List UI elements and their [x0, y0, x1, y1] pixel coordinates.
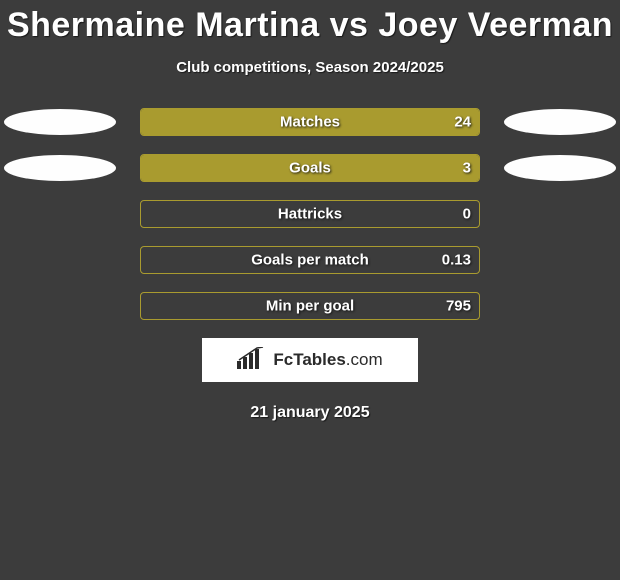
stat-right-value: 0 — [463, 206, 471, 223]
stat-bar: Min per goal 795 — [140, 292, 480, 320]
stat-right-value: 795 — [446, 298, 471, 315]
brand-suffix: .com — [346, 350, 383, 369]
stat-label: Goals per match — [251, 252, 369, 269]
stat-label: Matches — [280, 114, 340, 131]
brand-prefix: Fc — [273, 350, 293, 369]
comparison-subtitle: Club competitions, Season 2024/2025 — [0, 59, 620, 76]
stat-right-value: 3 — [463, 160, 471, 177]
comparison-title: Shermaine Martina vs Joey Veerman — [0, 0, 620, 45]
stat-bar: Hattricks 0 — [140, 200, 480, 228]
right-ellipse — [504, 155, 616, 181]
stat-bar: Matches 24 — [140, 108, 480, 136]
chart-icon — [237, 347, 265, 374]
stat-row: Goals 3 — [0, 154, 620, 182]
stat-label: Goals — [289, 160, 331, 177]
stat-label: Min per goal — [266, 298, 354, 315]
left-ellipse — [4, 109, 116, 135]
stat-rows: Matches 24 Goals 3 Hattricks 0 Goals per match… — [0, 108, 620, 320]
brand-badge: FcTables.com — [202, 338, 418, 382]
brand-text: FcTables.com — [273, 350, 382, 370]
stat-row: Hattricks 0 — [0, 200, 620, 228]
footer-date: 21 january 2025 — [0, 404, 620, 422]
right-ellipse — [504, 109, 616, 135]
left-ellipse — [4, 155, 116, 181]
stat-row: Goals per match 0.13 — [0, 246, 620, 274]
stat-row: Matches 24 — [0, 108, 620, 136]
stat-bar: Goals per match 0.13 — [140, 246, 480, 274]
stat-bar: Goals 3 — [140, 154, 480, 182]
brand-main: Tables — [293, 350, 346, 369]
stat-right-value: 24 — [454, 114, 471, 131]
stat-label: Hattricks — [278, 206, 342, 223]
stat-right-value: 0.13 — [442, 252, 471, 269]
stat-row: Min per goal 795 — [0, 292, 620, 320]
